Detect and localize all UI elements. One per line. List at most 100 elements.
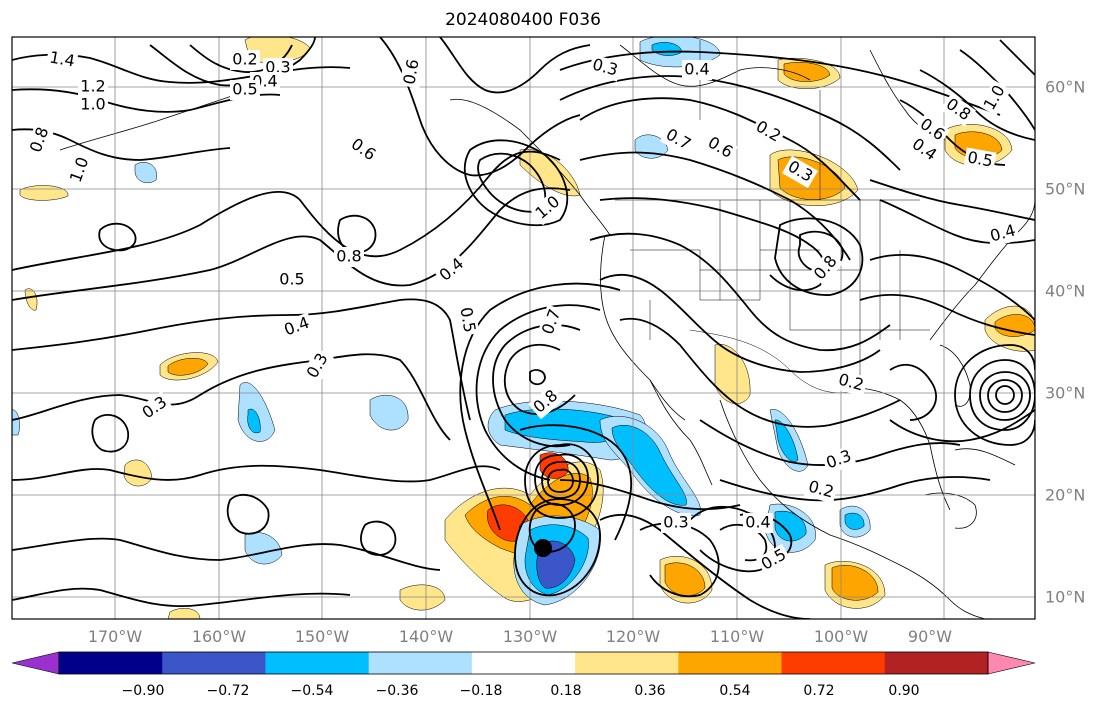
colorbar-tick-label: −0.54 (290, 683, 334, 699)
lon-label: 150°W (294, 627, 350, 646)
lat-label: 50°N (1045, 179, 1086, 199)
contour-labels: 1.4 1.2 1.0 0.8 1.0 0.2 0.3 0.4 0.5 0.6 … (25, 47, 1021, 577)
lon-label: 140°W (398, 627, 454, 646)
contour-line (869, 179, 1035, 221)
storm-center-marker (534, 539, 552, 557)
contour-line (999, 39, 1035, 76)
shade-yellow-mx3 (714, 343, 751, 404)
contour-line (463, 139, 569, 227)
contour-line (547, 468, 574, 493)
contour-line (859, 293, 1035, 336)
colorbar-bin (781, 652, 886, 674)
map-title: 2024080400 F036 (445, 10, 601, 30)
coast-baja (649, 379, 713, 486)
shade-blue-w3 (247, 408, 261, 434)
colorbar-tick-label: 0.18 (550, 683, 582, 699)
contour-line (439, 37, 591, 94)
contour-label: 0.2 (232, 50, 257, 69)
contour-line (619, 317, 901, 428)
contour-line (226, 493, 270, 535)
shade-blue-gulf (844, 512, 865, 530)
colorbar-bin (471, 652, 576, 674)
contour-line (514, 498, 601, 597)
shade-lightblue-w4 (369, 394, 409, 431)
map-frame (11, 36, 1036, 620)
lat-label: 30°N (1045, 383, 1086, 403)
contour-line (379, 37, 581, 177)
contour-line (12, 353, 451, 441)
colorbar-tick-label: −0.90 (121, 683, 165, 699)
contour-line (599, 197, 827, 292)
colorbar-bin (265, 652, 370, 674)
contour-label: 0.5 (966, 147, 994, 170)
lat-label: 20°N (1045, 485, 1086, 505)
lon-label: 100°W (813, 627, 869, 646)
contour-line (889, 409, 1035, 443)
contour-line (524, 443, 599, 519)
shade-lightblue-w9 (12, 409, 20, 436)
contour-line (360, 520, 397, 556)
contour-line (589, 232, 891, 352)
contour-label: 0.3 (663, 513, 688, 532)
contour-line (12, 537, 441, 571)
contour-line (869, 253, 1035, 321)
contour-line (599, 273, 881, 373)
shade-orange-pac1 (664, 562, 706, 596)
contour-line (12, 150, 561, 271)
contour-label: 0.3 (265, 58, 290, 77)
shade-blue-pac (774, 510, 807, 542)
colorbar-extend-max (987, 651, 1036, 675)
colorbar (11, 651, 1036, 675)
coast-gulf (839, 387, 951, 511)
border-us-mexico (689, 329, 851, 393)
colorbar-bin (162, 652, 266, 674)
contour-line (979, 371, 1031, 421)
lat-label: 10°N (1045, 587, 1086, 607)
contour-line (337, 214, 377, 254)
shade-orange-ne1b (783, 62, 831, 82)
shade-orange-w2 (167, 358, 209, 376)
contour-line (889, 363, 937, 421)
colorbar-tick-label: 0.54 (719, 683, 751, 699)
coast-central-am (899, 564, 986, 619)
contour-label: 0.5 (232, 80, 257, 99)
colorbar-outline (58, 651, 989, 675)
colorbar-tick-label: 0.36 (634, 683, 666, 699)
contour-line (12, 587, 351, 608)
lon-label: 90°W (907, 627, 953, 646)
contour-label: 0.4 (745, 513, 770, 532)
contour-line (98, 222, 137, 252)
colorbar-bin (575, 652, 679, 674)
colorbar-tick-label: −0.72 (206, 683, 250, 699)
contour-line (689, 505, 776, 573)
coast-west-us (600, 234, 686, 421)
contour-line (995, 385, 1015, 405)
lon-label: 120°W (605, 627, 661, 646)
coast-yucatan (924, 492, 977, 529)
contour-label: 0.8 (336, 247, 361, 266)
contour-line (879, 199, 1035, 245)
contour-line (12, 298, 471, 421)
lat-label: 40°N (1045, 281, 1086, 301)
contour-line (503, 343, 576, 415)
contour-label: 1.4 (48, 47, 76, 70)
lon-label: 160°W (191, 627, 247, 646)
contour-line (579, 97, 861, 201)
shade-yellow-w7 (399, 584, 446, 611)
contour-line (541, 460, 581, 499)
colorbar-tick-label: 0.90 (888, 683, 920, 699)
contour-line (774, 217, 864, 296)
colorbar-bin (884, 652, 989, 674)
colorbar-bin (59, 652, 163, 674)
colorbar-tick-label: −0.36 (375, 683, 419, 699)
shade-lightblue-w3 (237, 382, 276, 442)
contour-label: 1.2 (80, 77, 105, 96)
contour-line (91, 414, 129, 453)
contour-line (559, 50, 1001, 116)
contour-line (599, 513, 811, 619)
lat-label: 60°N (1045, 77, 1086, 97)
shade-orange-pac2 (831, 565, 879, 601)
coast-florida (939, 344, 971, 407)
contour-line (987, 379, 1023, 413)
